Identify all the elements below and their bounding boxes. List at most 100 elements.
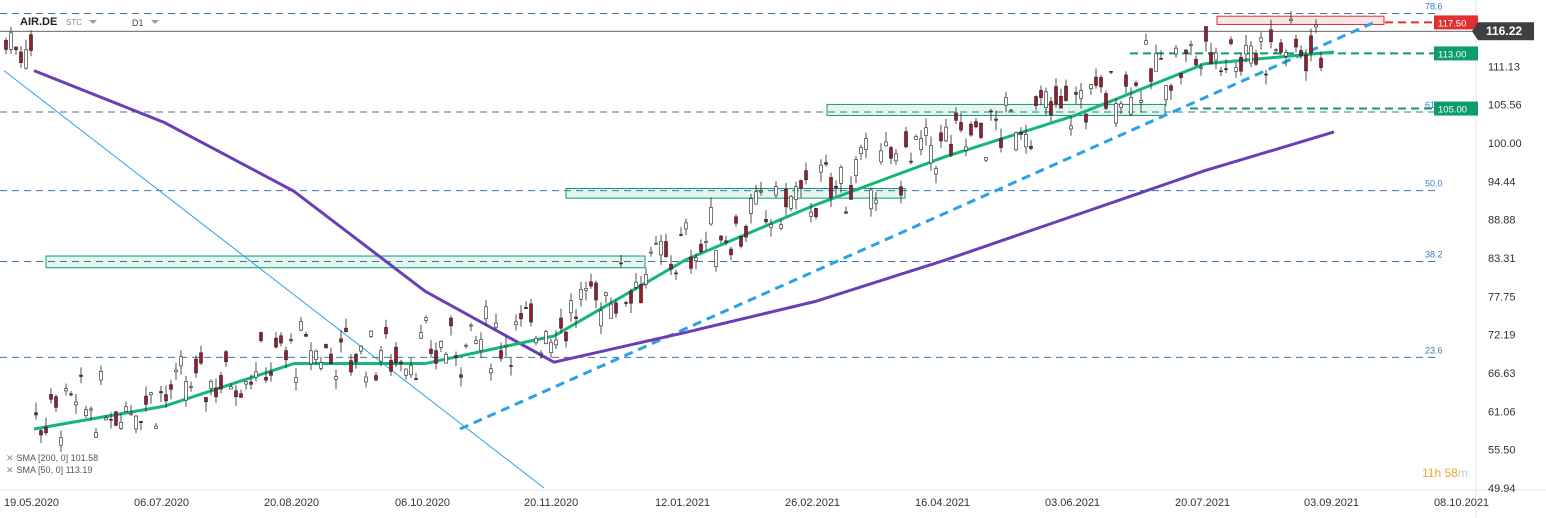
candle-body — [949, 143, 953, 156]
candle-body — [1284, 52, 1288, 57]
candle-body — [999, 138, 1003, 148]
candle-body — [319, 362, 323, 369]
candle-body — [1304, 54, 1308, 72]
candle-body — [599, 310, 603, 327]
candle-body — [829, 177, 833, 198]
candle-body — [299, 321, 303, 331]
x-axis-tick-label: 08.10.2021 — [1434, 497, 1489, 509]
interval-label[interactable]: D1 — [132, 18, 144, 28]
candle-body — [4, 39, 8, 50]
candle-body — [694, 257, 698, 262]
candle-body — [634, 281, 638, 288]
falling-trendline — [3, 70, 545, 489]
candle-body — [1204, 26, 1208, 42]
candle-body — [369, 330, 373, 337]
y-axis-tick-label: 111.13 — [1488, 61, 1520, 73]
candle-body — [859, 147, 863, 154]
chart-header: AIR.DE STC D1 — [0, 0, 560, 40]
fib-level-label: 38.2 — [1425, 250, 1443, 260]
candle-body — [819, 164, 823, 173]
legend-sma200[interactable]: ✕ SMA [200, 0] 101.58 — [6, 452, 98, 464]
candle-body — [1184, 49, 1188, 54]
countdown-hours-unit: h — [1434, 466, 1442, 480]
y-axis-tick-label: 61.06 — [1488, 406, 1516, 418]
remove-indicator-icon[interactable]: ✕ — [6, 453, 14, 463]
candle-body — [399, 361, 403, 364]
symbol-dropdown-chevron-icon[interactable] — [89, 20, 97, 24]
candle-body — [244, 381, 248, 385]
candle-body — [134, 415, 138, 430]
candle-body — [1044, 91, 1048, 108]
candle-body — [14, 46, 18, 50]
x-axis-tick-label: 03.06.2021 — [1045, 497, 1100, 509]
candle-body — [1104, 93, 1108, 109]
candle-body — [44, 426, 48, 434]
candle-body — [714, 250, 718, 268]
candle-body — [94, 432, 98, 438]
candle-body — [849, 185, 853, 200]
candle-body — [279, 335, 283, 344]
candle-body — [1089, 84, 1093, 89]
candle-body — [1239, 56, 1243, 72]
candle-body — [814, 208, 818, 217]
candle-body — [979, 122, 983, 138]
candle-body — [719, 235, 723, 241]
candle-body — [1129, 96, 1133, 115]
candle-body — [914, 136, 918, 140]
y-axis-tick-label: 49.94 — [1488, 483, 1516, 495]
last-price-label: 116.22 — [1486, 24, 1522, 38]
candle-body — [199, 352, 203, 364]
candle-body — [209, 380, 213, 389]
candle-body — [874, 199, 878, 204]
candle-countdown: 11h 58m — [1422, 466, 1468, 480]
candle-body — [684, 222, 688, 230]
candle-body — [554, 339, 558, 346]
candle-body — [699, 243, 703, 253]
candle-body — [169, 384, 173, 390]
y-axis-tick-label: 100.00 — [1488, 138, 1522, 150]
candle-body — [764, 219, 768, 223]
candle-body — [54, 396, 58, 408]
candle-body — [479, 339, 483, 351]
candle-body — [84, 409, 88, 417]
fib-level-label: 78.6 — [1425, 1, 1443, 11]
candle-body — [254, 371, 258, 378]
candle-body — [384, 327, 388, 335]
candle-body — [899, 186, 903, 196]
candle-body — [519, 313, 523, 320]
level-tag — [1434, 15, 1478, 30]
candle-body — [264, 376, 268, 381]
candle-body — [679, 234, 683, 236]
candle-body — [609, 303, 613, 319]
candle-body — [1169, 85, 1173, 91]
y-axis-tick-label: 72.19 — [1488, 330, 1516, 342]
candle-body — [1039, 90, 1043, 98]
candle-body — [1124, 74, 1128, 87]
countdown-hours: 11 — [1422, 466, 1435, 480]
candle-body — [984, 157, 988, 161]
candle-body — [389, 360, 393, 372]
candle-body — [584, 288, 588, 291]
candle-body — [1314, 24, 1318, 28]
last-price-tag-pointer — [1472, 22, 1478, 41]
candle-body — [834, 185, 838, 188]
candle-body — [1224, 68, 1228, 71]
remove-indicator-icon[interactable]: ✕ — [6, 465, 14, 475]
candle-body — [854, 159, 858, 176]
candle-body — [654, 242, 658, 245]
candle-body — [499, 350, 503, 359]
candle-body — [624, 302, 628, 304]
candle-body — [354, 354, 358, 362]
candle-body — [1004, 97, 1008, 106]
candle-body — [529, 303, 533, 323]
interval-dropdown-chevron-icon[interactable] — [151, 20, 159, 24]
candle-body — [784, 189, 788, 208]
candle-body — [1189, 44, 1193, 46]
candle-body — [129, 412, 133, 415]
legend-sma50[interactable]: ✕ SMA [50, 0] 113.19 — [6, 464, 98, 476]
symbol-label[interactable]: AIR.DE — [20, 16, 58, 28]
candle-body — [29, 34, 33, 51]
y-axis-tick-label: 83.31 — [1488, 253, 1516, 265]
candle-body — [769, 224, 773, 228]
